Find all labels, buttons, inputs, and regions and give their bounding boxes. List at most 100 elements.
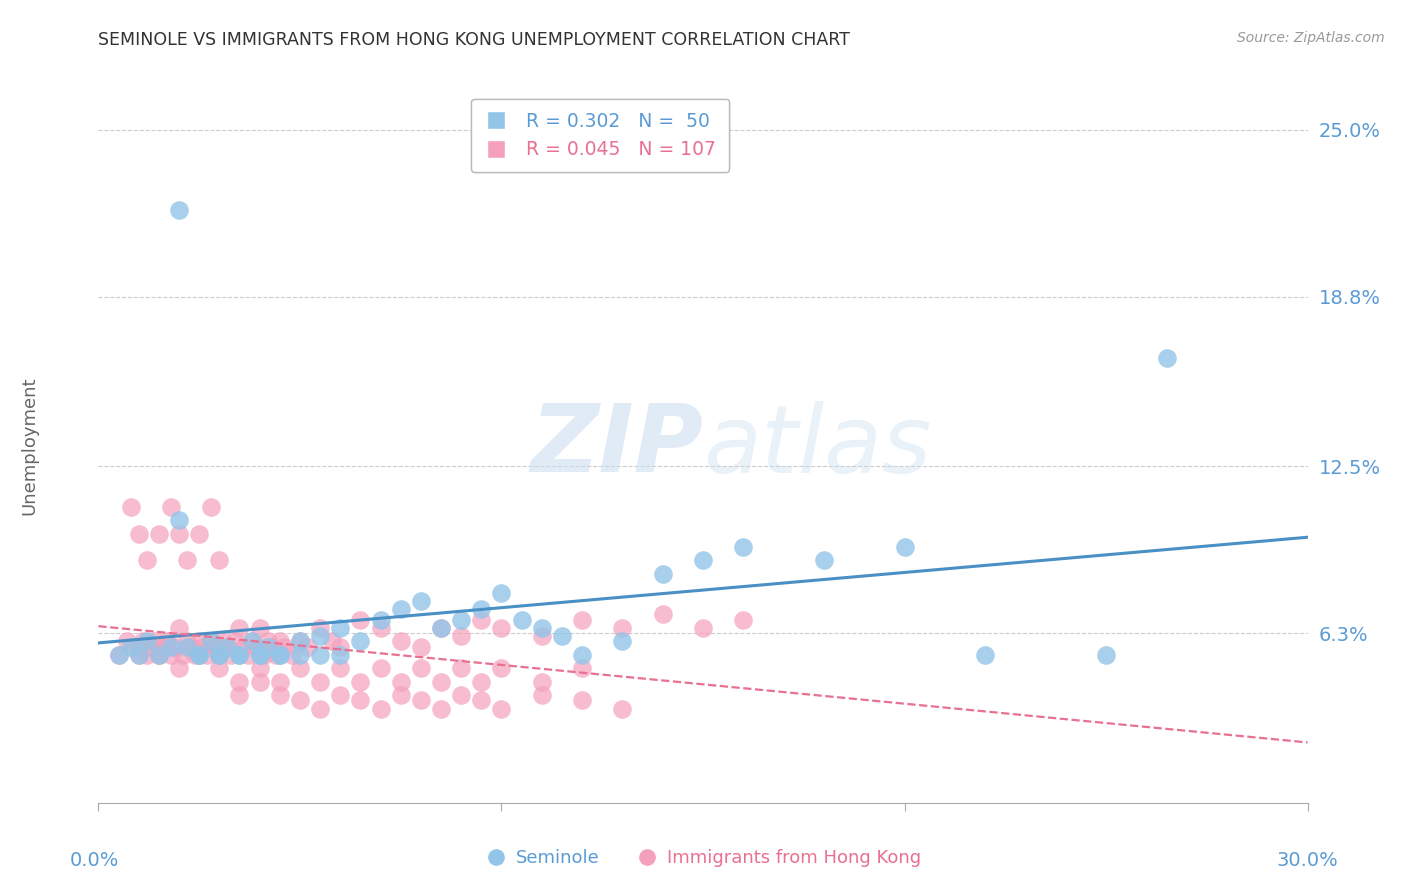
Point bbox=[115, 634, 138, 648]
Point bbox=[370, 613, 392, 627]
Point bbox=[571, 613, 593, 627]
Point bbox=[128, 648, 150, 662]
Point bbox=[228, 648, 250, 662]
Point bbox=[491, 701, 513, 715]
Text: Unemployment: Unemployment bbox=[20, 376, 38, 516]
Point bbox=[349, 634, 371, 648]
Point bbox=[430, 674, 453, 689]
Point bbox=[120, 500, 142, 514]
Point bbox=[309, 621, 332, 635]
Point bbox=[329, 688, 352, 702]
Point bbox=[329, 621, 352, 635]
Point bbox=[269, 634, 291, 648]
Point bbox=[530, 674, 553, 689]
Point bbox=[132, 634, 155, 648]
Point bbox=[733, 540, 755, 554]
Point bbox=[370, 661, 392, 675]
Point bbox=[389, 688, 412, 702]
Point bbox=[1156, 351, 1178, 366]
Point bbox=[167, 513, 190, 527]
Point bbox=[288, 661, 311, 675]
Point bbox=[491, 586, 513, 600]
Point bbox=[172, 648, 194, 662]
Point bbox=[228, 688, 250, 702]
Point bbox=[148, 648, 170, 662]
Point bbox=[148, 526, 170, 541]
Point bbox=[208, 661, 231, 675]
Point bbox=[409, 693, 432, 707]
Point bbox=[450, 661, 472, 675]
Point bbox=[491, 661, 513, 675]
Point bbox=[180, 640, 202, 654]
Point bbox=[349, 613, 371, 627]
Point bbox=[236, 648, 259, 662]
Point bbox=[409, 640, 432, 654]
Point bbox=[249, 621, 271, 635]
Point bbox=[195, 648, 218, 662]
Point bbox=[389, 674, 412, 689]
Point bbox=[160, 648, 183, 662]
Point bbox=[530, 688, 553, 702]
Point bbox=[228, 674, 250, 689]
Point bbox=[148, 648, 170, 662]
Point bbox=[813, 553, 835, 567]
Text: SEMINOLE VS IMMIGRANTS FROM HONG KONG UNEMPLOYMENT CORRELATION CHART: SEMINOLE VS IMMIGRANTS FROM HONG KONG UN… bbox=[98, 31, 851, 49]
Point bbox=[370, 701, 392, 715]
Point bbox=[107, 648, 129, 662]
Point bbox=[370, 621, 392, 635]
Point bbox=[128, 648, 150, 662]
Point bbox=[167, 526, 190, 541]
Point bbox=[530, 629, 553, 643]
Point bbox=[329, 648, 352, 662]
Legend: Seminole, Immigrants from Hong Kong: Seminole, Immigrants from Hong Kong bbox=[478, 842, 928, 874]
Point bbox=[240, 634, 263, 648]
Point bbox=[167, 621, 190, 635]
Point bbox=[389, 634, 412, 648]
Text: Source: ZipAtlas.com: Source: ZipAtlas.com bbox=[1237, 31, 1385, 45]
Point bbox=[143, 634, 166, 648]
Point bbox=[120, 640, 142, 654]
Point bbox=[135, 553, 157, 567]
Point bbox=[128, 526, 150, 541]
Point bbox=[200, 500, 222, 514]
Text: 0.0%: 0.0% bbox=[70, 851, 120, 871]
Point bbox=[409, 661, 432, 675]
Point bbox=[188, 648, 211, 662]
Point bbox=[409, 594, 432, 608]
Point bbox=[269, 648, 291, 662]
Point bbox=[530, 621, 553, 635]
Point bbox=[249, 648, 271, 662]
Point bbox=[184, 648, 207, 662]
Point bbox=[288, 634, 311, 648]
Point bbox=[612, 701, 634, 715]
Point bbox=[389, 602, 412, 616]
Point bbox=[156, 634, 179, 648]
Point bbox=[249, 661, 271, 675]
Point bbox=[450, 629, 472, 643]
Point bbox=[269, 674, 291, 689]
Point bbox=[349, 693, 371, 707]
Point bbox=[269, 688, 291, 702]
Point bbox=[1095, 648, 1118, 662]
Point bbox=[208, 553, 231, 567]
Point bbox=[651, 566, 673, 581]
Point bbox=[167, 661, 190, 675]
Point bbox=[176, 634, 198, 648]
Point bbox=[470, 693, 492, 707]
Point bbox=[329, 661, 352, 675]
Point bbox=[264, 648, 287, 662]
Point bbox=[240, 634, 263, 648]
Point bbox=[893, 540, 915, 554]
Legend:   R = 0.302   N =  50,   R = 0.045   N = 107: R = 0.302 N = 50, R = 0.045 N = 107 bbox=[471, 99, 730, 172]
Point bbox=[349, 674, 371, 689]
Point bbox=[281, 648, 304, 662]
Point bbox=[208, 648, 231, 662]
Point bbox=[470, 613, 492, 627]
Point bbox=[470, 602, 492, 616]
Point bbox=[167, 203, 190, 218]
Point bbox=[510, 613, 533, 627]
Point bbox=[309, 701, 332, 715]
Point bbox=[491, 621, 513, 635]
Point bbox=[188, 526, 211, 541]
Point bbox=[288, 648, 311, 662]
